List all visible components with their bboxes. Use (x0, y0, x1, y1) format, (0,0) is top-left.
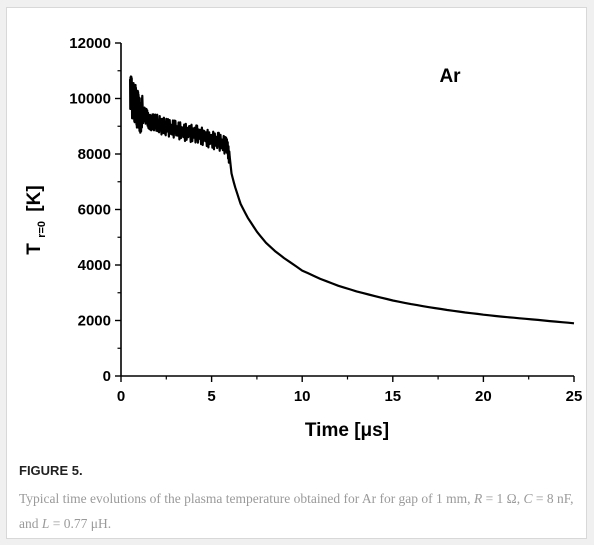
figure-card: 0 5 10 15 20 25 0 2000 4000 6000 8000 10000 12000 Ar… (6, 7, 587, 539)
line-chart: 0 5 10 15 20 25 0 2000 4000 6000 8000 10000 12000 Ar… (24, 35, 582, 441)
figure-label: FIGURE 5. (19, 463, 83, 478)
x-tick-label: 15 (384, 388, 401, 405)
y-tick-label: 0 (103, 368, 111, 385)
y-axis-label-unit: [K] (24, 185, 45, 211)
y-axis-label-main: T (24, 243, 45, 255)
y-tick-label: 2000 (78, 313, 111, 330)
caption-r-value: = 1 Ω, (482, 491, 524, 506)
caption-c-var: C (523, 491, 533, 506)
x-axis-label: Time [μs] (305, 420, 389, 441)
y-axis-label-sub: r=0 (36, 221, 48, 238)
x-tick-label: 0 (117, 388, 125, 405)
temperature-series-line (129, 75, 575, 325)
x-tick-label: 10 (294, 388, 311, 405)
y-tick-label: 10000 (69, 91, 111, 108)
svg-text:T r=0 [K]: T r=0 [K] (24, 185, 50, 254)
y-tick-label: 12000 (69, 35, 111, 52)
x-tick-label: 20 (475, 388, 492, 405)
caption-c-value: = 8 nF, and (19, 491, 574, 531)
x-tick-label: 5 (207, 388, 215, 405)
caption-text: Typical time evolutions of the plasma te… (19, 491, 474, 506)
axes (120, 43, 574, 377)
y-axis-label-group: T r=0 [K] (24, 185, 50, 254)
caption-l-value: = 0.77 μH. (49, 516, 112, 531)
species-annotation: Ar (439, 66, 461, 87)
y-tick-label: 4000 (78, 257, 111, 274)
x-tick-label: 25 (566, 388, 583, 405)
caption-r-var: R (473, 491, 483, 506)
ticks: 0 5 10 15 20 25 0 2000 4000 6000 8000 10000 12000 (69, 35, 582, 405)
caption-l-var: L (41, 516, 50, 531)
y-tick-label: 8000 (78, 146, 111, 163)
figure-caption: Typical time evolutions of the plasma te… (19, 486, 587, 536)
y-tick-label: 6000 (78, 202, 111, 219)
